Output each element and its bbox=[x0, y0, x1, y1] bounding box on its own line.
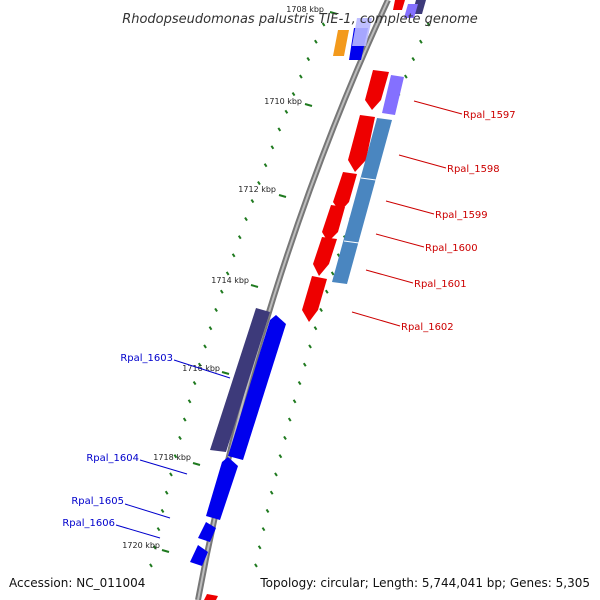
kbp-label: 1712 kbp bbox=[238, 185, 276, 194]
tick-dot bbox=[187, 399, 192, 404]
gene-rpal-1603-navy[interactable] bbox=[210, 308, 270, 452]
red-gene-block-top[interactable] bbox=[393, 0, 405, 10]
tick-dot bbox=[308, 344, 312, 349]
gene-rpal-1605[interactable] bbox=[198, 522, 216, 542]
tick-dot bbox=[225, 271, 230, 276]
backbone bbox=[195, 0, 391, 600]
tick-dot bbox=[284, 109, 289, 114]
tick-dot bbox=[302, 362, 307, 367]
gene-label-rpal-1597[interactable]: Rpal_1597 bbox=[463, 110, 516, 121]
tick-dot bbox=[219, 289, 224, 294]
tick-dot bbox=[299, 74, 303, 79]
kbp-label: 1708 kbp bbox=[286, 5, 324, 14]
tick-dot bbox=[419, 39, 423, 44]
tick-dot bbox=[250, 199, 255, 204]
tick-dot bbox=[324, 289, 329, 294]
steel-gene-divider-2 bbox=[343, 240, 360, 244]
gene-rpal-1602[interactable] bbox=[302, 276, 327, 322]
tick-dot bbox=[283, 435, 287, 440]
tick-dot bbox=[231, 253, 236, 258]
accession-text: Accession: NC_011004 bbox=[9, 576, 145, 590]
gene-rpal-1606[interactable] bbox=[190, 545, 208, 566]
forward-gene-labels: Rpal_1603 Rpal_1604 Rpal_1605 Rpal_1606 bbox=[62, 353, 231, 539]
tick-dot bbox=[192, 380, 197, 386]
gene-rpal-1600[interactable] bbox=[322, 205, 345, 242]
tick-dot bbox=[261, 527, 266, 532]
tick-dot bbox=[173, 454, 178, 459]
gene-label-rpal-1606[interactable]: Rpal_1606 bbox=[62, 518, 115, 529]
tick-dot bbox=[178, 435, 182, 440]
reverse-gene-labels: Rpal_1597 Rpal_1598 Rpal_1599 Rpal_1600 … bbox=[351, 100, 516, 333]
tick-dot bbox=[164, 490, 169, 495]
kbp-label: 1710 kbp bbox=[264, 97, 302, 106]
tick-dot bbox=[156, 527, 161, 532]
tick-dot bbox=[244, 217, 248, 222]
tick-dot bbox=[254, 563, 258, 568]
forward-genes bbox=[190, 308, 286, 600]
tick-dot bbox=[269, 490, 274, 495]
top-blocks bbox=[333, 0, 426, 60]
tick-dot bbox=[319, 307, 323, 312]
tick-dot bbox=[274, 472, 278, 477]
gene-label-rpal-1602[interactable]: Rpal_1602 bbox=[401, 322, 454, 333]
kbp-label: 1718 kbp bbox=[153, 453, 191, 462]
tick-dot bbox=[306, 57, 311, 62]
gene-rpal-1597-paired[interactable] bbox=[382, 75, 404, 115]
light-blue-gene-block[interactable] bbox=[352, 18, 372, 46]
tick-dot bbox=[321, 22, 326, 27]
gene-rpal-1603[interactable] bbox=[228, 315, 286, 460]
reverse-genes bbox=[302, 70, 404, 322]
tick-dot bbox=[287, 417, 292, 422]
map-title: Rhodopseudomonas palustris TIE-1, comple… bbox=[122, 12, 478, 27]
gene-label-rpal-1599[interactable]: Rpal_1599 bbox=[435, 210, 488, 221]
tick-dot bbox=[291, 92, 296, 97]
gene-rpal-1597[interactable] bbox=[365, 70, 389, 110]
tick-dot bbox=[160, 508, 165, 513]
tick-dot bbox=[313, 326, 318, 331]
red-gene-block-bottom[interactable] bbox=[204, 594, 218, 600]
gene-label-rpal-1601[interactable]: Rpal_1601 bbox=[414, 279, 467, 290]
tick-dot bbox=[270, 145, 275, 150]
gene-label-rpal-1605[interactable]: Rpal_1605 bbox=[71, 496, 124, 507]
tick-dot bbox=[426, 22, 431, 27]
kbp-label: 1714 kbp bbox=[211, 276, 249, 285]
gene-rpal-1601[interactable] bbox=[313, 237, 337, 276]
tick-dot bbox=[152, 545, 157, 550]
gene-label-rpal-1598[interactable]: Rpal_1598 bbox=[447, 164, 500, 175]
lavender-gene-block-top[interactable] bbox=[404, 4, 418, 18]
tick-dot bbox=[278, 454, 283, 459]
tick-dot bbox=[214, 307, 218, 312]
tick-dot bbox=[314, 39, 318, 44]
tick-dot bbox=[277, 127, 282, 132]
steel-gene-block[interactable] bbox=[332, 118, 392, 284]
tick-dot bbox=[330, 271, 335, 276]
tick-dot bbox=[208, 326, 213, 331]
tick-dot bbox=[292, 399, 297, 404]
tick-dot bbox=[182, 417, 187, 422]
tick-dot bbox=[203, 344, 207, 349]
tick-dot bbox=[169, 472, 173, 477]
gene-label-rpal-1600[interactable]: Rpal_1600 bbox=[425, 243, 478, 254]
kbp-label: 1720 kbp bbox=[122, 541, 160, 550]
tick-dot bbox=[263, 163, 268, 168]
gene-rpal-1599[interactable] bbox=[333, 172, 357, 212]
topology-text: Topology: circular; Length: 5,744,041 bp… bbox=[259, 576, 590, 590]
gene-rpal-1604[interactable] bbox=[206, 457, 238, 520]
tick-dot bbox=[257, 181, 261, 186]
tick-dot bbox=[265, 508, 270, 513]
tick-dot bbox=[297, 380, 302, 386]
tick-dot bbox=[411, 57, 416, 62]
gene-rpal-1598[interactable] bbox=[348, 115, 375, 172]
orange-gene-block[interactable] bbox=[333, 30, 349, 56]
tick-dot bbox=[197, 362, 202, 367]
tick-dot bbox=[149, 563, 153, 568]
gene-label-rpal-1604[interactable]: Rpal_1604 bbox=[86, 453, 139, 464]
tick-dot bbox=[257, 545, 262, 550]
tick-dot bbox=[404, 74, 408, 79]
tick-dot bbox=[237, 235, 242, 240]
gene-label-rpal-1603[interactable]: Rpal_1603 bbox=[120, 353, 173, 364]
steel-gene-divider bbox=[360, 177, 377, 181]
